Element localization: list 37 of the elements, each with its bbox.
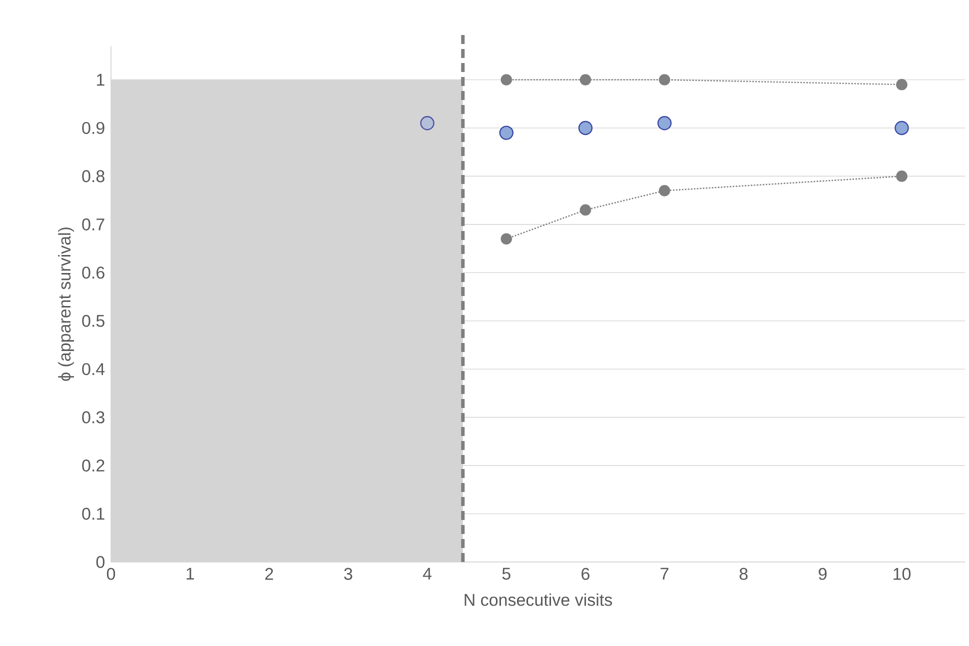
x-tick-label: 9 — [818, 568, 827, 580]
x-tick-label: 2 — [265, 568, 274, 580]
point — [420, 116, 434, 130]
y-tick-label: 0.6 — [82, 266, 104, 279]
y-tick-label: 0.9 — [82, 122, 104, 134]
x-tick-label: 10 — [894, 568, 911, 580]
point — [896, 170, 908, 182]
x-tick-label: 4 — [422, 568, 432, 580]
y-tick-label: 0.7 — [82, 218, 104, 230]
y-tick-label: 0.8 — [82, 170, 104, 182]
x-tick-label: 7 — [660, 568, 668, 580]
point — [657, 116, 672, 130]
point — [580, 74, 592, 86]
point — [578, 120, 593, 136]
y-tick-label: 0.3 — [82, 411, 104, 424]
y-axis-title: ϕ (apparent survival) — [58, 228, 74, 381]
y-tick-label: 0.4 — [82, 363, 105, 376]
point — [894, 120, 909, 136]
y-tick-label: 0 — [96, 556, 104, 568]
point — [500, 233, 512, 245]
x-axis-title: N consecutive visits — [464, 593, 612, 606]
x-tick-label: 3 — [344, 568, 352, 580]
point — [658, 74, 670, 86]
x-tick-label: 0 — [106, 568, 116, 580]
x-tick-label: 1 — [186, 568, 194, 580]
point — [499, 126, 514, 140]
x-tick-label: 8 — [740, 568, 748, 580]
y-tick-label: 0.5 — [82, 314, 104, 327]
point — [500, 74, 512, 86]
point — [896, 78, 908, 90]
y-tick-label: 0.1 — [82, 508, 104, 520]
point — [658, 185, 670, 196]
x-tick-label: 6 — [582, 568, 590, 580]
x-tick-label: 5 — [502, 568, 510, 580]
y-tick-label: 0.2 — [82, 460, 104, 472]
point — [580, 204, 592, 216]
y-tick-label: 1 — [96, 74, 104, 86]
